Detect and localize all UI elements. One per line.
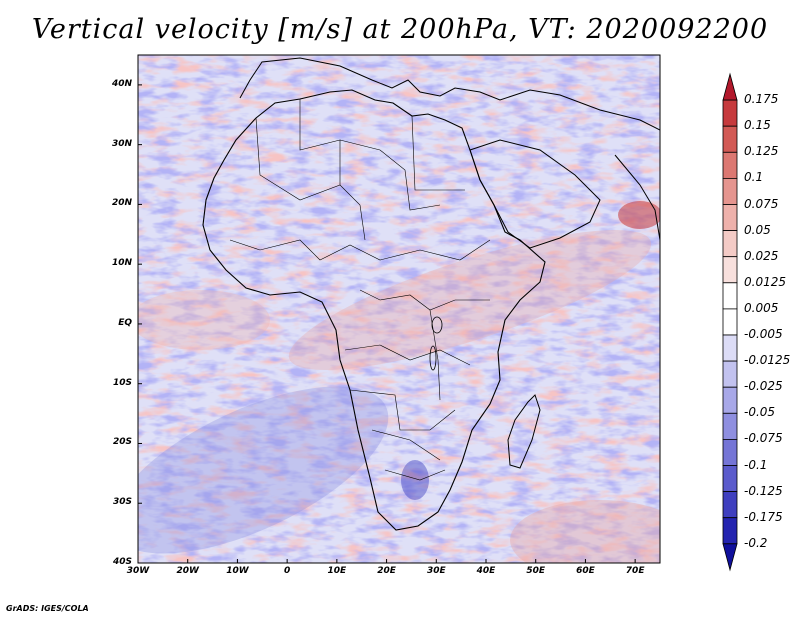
- colorbar-label: -0.025: [744, 379, 783, 394]
- lon-label: 60E: [576, 566, 595, 576]
- colorbar-swatch: [722, 412, 738, 440]
- colorbar-swatch: [722, 204, 738, 232]
- lat-label: 40N: [111, 78, 132, 89]
- colorbar-label: 0.0125: [744, 274, 786, 289]
- grads-credit: GrADS: IGES/COLA: [6, 604, 89, 613]
- lat-label: 20N: [111, 198, 132, 209]
- lon-label: 40E: [476, 566, 496, 576]
- colorbar-swatch: [722, 334, 738, 362]
- colorbar-label: -0.1: [744, 457, 768, 472]
- lon-label: 20W: [176, 566, 199, 576]
- lon-label: 0: [284, 566, 291, 576]
- lat-label: 10S: [112, 377, 132, 388]
- plot-frame: [137, 54, 661, 564]
- india-coastline: [614, 154, 660, 241]
- lon-label: 30W: [126, 566, 150, 576]
- colorbar-swatch: [722, 125, 738, 153]
- colorbar-swatch: [722, 308, 738, 336]
- africa-coastline: [202, 89, 546, 531]
- colorbar: [722, 72, 738, 572]
- colorbar-label: 0.175: [744, 92, 779, 107]
- colorbar-label: 0.125: [744, 144, 779, 159]
- country-borders: [229, 99, 491, 481]
- colorbar-swatch: [722, 517, 738, 545]
- colorbar-label: 0.075: [744, 196, 779, 211]
- colorbar-swatch: [722, 465, 738, 493]
- colorbar-swatch: [722, 282, 738, 310]
- arabia-coastline: [469, 139, 601, 249]
- lat-label: 20S: [112, 437, 132, 448]
- lat-label: EQ: [118, 317, 132, 328]
- colorbar-swatch: [722, 360, 738, 388]
- lat-label: 10N: [111, 258, 132, 269]
- colorbar-label: 0.15: [744, 118, 771, 133]
- europe-coastline: [239, 57, 660, 131]
- lat-label: 40S: [112, 557, 132, 567]
- colorbar-swatch: [722, 99, 738, 127]
- colorbar-swatch: [722, 256, 738, 284]
- map-title: Vertical velocity [m/s] at 200hPa, VT: 2…: [31, 14, 769, 45]
- colorbar-label: -0.125: [744, 483, 783, 498]
- lon-label: 70E: [625, 566, 645, 576]
- axis-ticks: [137, 84, 636, 564]
- colorbar-swatch: [722, 151, 738, 179]
- lon-label: 20E: [377, 566, 396, 576]
- colorbar-label: 0.05: [744, 222, 771, 237]
- colorbar-label: 0.1: [744, 170, 764, 185]
- lon-label: 10W: [226, 566, 249, 576]
- colorbar-label: -0.05: [744, 405, 776, 420]
- colorbar-swatch: [722, 230, 738, 258]
- colorbar-swatch: [722, 386, 738, 414]
- colorbar-swatch: [722, 491, 738, 519]
- colorbar-label: -0.005: [744, 327, 783, 341]
- madagascar-coastline: [507, 394, 541, 469]
- colorbar-label: -0.075: [744, 431, 783, 446]
- colorbar-swatch: [722, 72, 738, 101]
- lat-label: 30N: [111, 138, 132, 149]
- colorbar-swatch: [722, 543, 738, 572]
- colorbar-label: 0.005: [744, 300, 779, 315]
- colorbar-label: 0.025: [744, 248, 779, 263]
- lat-label: 30S: [112, 497, 132, 508]
- colorbar-label: -0.175: [744, 509, 783, 524]
- lon-label: 10E: [327, 566, 347, 576]
- colorbar-swatch: [722, 438, 738, 466]
- colorbar-label: -0.2: [744, 535, 768, 550]
- colorbar-swatch: [722, 177, 738, 205]
- lon-label: 50E: [526, 566, 546, 576]
- colorbar-label: -0.0125: [744, 353, 791, 368]
- velocity-field: [138, 55, 660, 563]
- lon-label: 30E: [426, 566, 446, 576]
